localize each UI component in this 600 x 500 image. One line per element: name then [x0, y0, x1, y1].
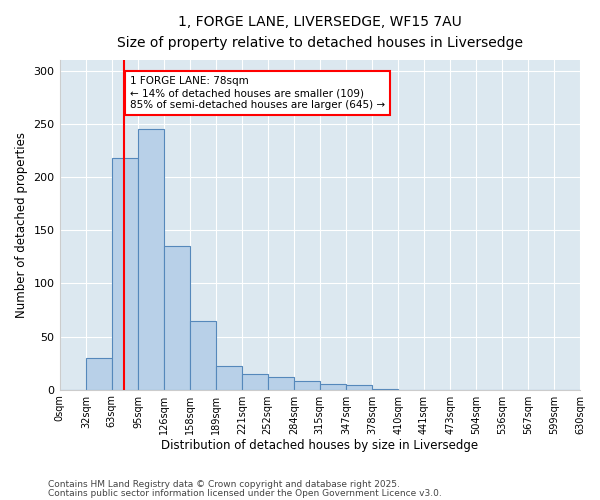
Bar [372, 388, 398, 390]
Bar [215, 366, 242, 390]
X-axis label: Distribution of detached houses by size in Liversedge: Distribution of detached houses by size … [161, 440, 478, 452]
Bar [294, 381, 320, 390]
Bar [112, 158, 138, 390]
Y-axis label: Number of detached properties: Number of detached properties [15, 132, 28, 318]
Text: 1 FORGE LANE: 78sqm
← 14% of detached houses are smaller (109)
85% of semi-detac: 1 FORGE LANE: 78sqm ← 14% of detached ho… [130, 76, 385, 110]
Bar [268, 377, 294, 390]
Bar [242, 374, 268, 390]
Bar [164, 246, 190, 390]
Bar [320, 384, 346, 390]
Bar [86, 358, 112, 390]
Bar [346, 386, 372, 390]
Text: Contains public sector information licensed under the Open Government Licence v3: Contains public sector information licen… [48, 488, 442, 498]
Title: 1, FORGE LANE, LIVERSEDGE, WF15 7AU
Size of property relative to detached houses: 1, FORGE LANE, LIVERSEDGE, WF15 7AU Size… [117, 15, 523, 50]
Bar [138, 130, 164, 390]
Text: Contains HM Land Registry data © Crown copyright and database right 2025.: Contains HM Land Registry data © Crown c… [48, 480, 400, 489]
Bar [190, 320, 215, 390]
